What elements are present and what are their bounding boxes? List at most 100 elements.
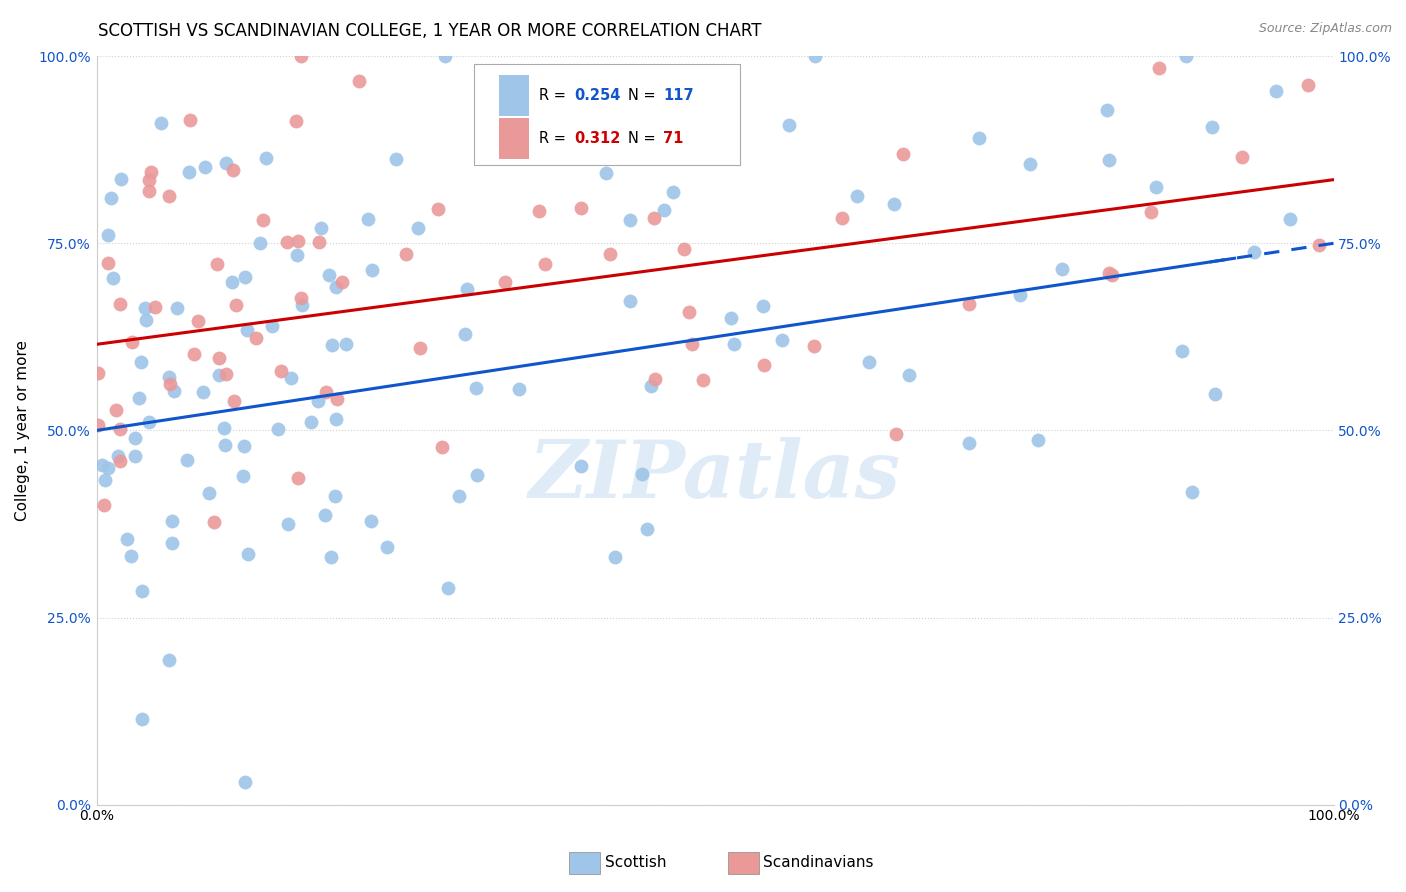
- Point: [291, 298, 314, 312]
- Point: [97, 227, 120, 242]
- Point: [221, 275, 243, 289]
- Point: [349, 74, 371, 88]
- Point: [1171, 343, 1194, 358]
- Point: [662, 185, 685, 199]
- Point: [315, 385, 337, 400]
- Text: N =: N =: [628, 87, 661, 103]
- Text: Scandinavians: Scandinavians: [763, 855, 875, 870]
- Text: 71: 71: [664, 131, 683, 145]
- Point: [236, 548, 259, 562]
- Text: N =: N =: [628, 131, 661, 145]
- Point: [138, 173, 160, 187]
- Point: [891, 147, 914, 161]
- Point: [1243, 245, 1265, 260]
- Point: [208, 351, 231, 365]
- Point: [215, 155, 238, 169]
- Point: [290, 49, 312, 63]
- Point: [311, 220, 333, 235]
- Point: [360, 263, 382, 277]
- Point: [595, 166, 617, 180]
- Point: [1279, 212, 1302, 227]
- Point: [157, 653, 180, 667]
- Point: [465, 381, 488, 395]
- Point: [494, 276, 516, 290]
- Point: [225, 298, 247, 312]
- Point: [276, 235, 298, 249]
- Point: [325, 412, 347, 426]
- Point: [449, 489, 471, 503]
- Point: [138, 184, 160, 198]
- Text: R =: R =: [540, 131, 571, 145]
- Text: SCOTTISH VS SCANDINAVIAN COLLEGE, 1 YEAR OR MORE CORRELATION CHART: SCOTTISH VS SCANDINAVIAN COLLEGE, 1 YEAR…: [98, 22, 762, 40]
- Point: [681, 336, 703, 351]
- Point: [131, 355, 153, 369]
- Point: [534, 151, 557, 165]
- Point: [222, 163, 245, 178]
- Point: [266, 422, 288, 436]
- Point: [249, 235, 271, 250]
- Point: [778, 118, 800, 132]
- Point: [285, 247, 308, 261]
- Point: [149, 115, 172, 129]
- Point: [603, 549, 626, 564]
- Text: R =: R =: [540, 87, 571, 103]
- Point: [330, 275, 353, 289]
- Point: [636, 522, 658, 536]
- Point: [506, 107, 529, 121]
- Point: [236, 323, 259, 337]
- Point: [1050, 262, 1073, 277]
- Point: [104, 403, 127, 417]
- Point: [110, 454, 132, 468]
- Point: [214, 437, 236, 451]
- Point: [770, 333, 793, 347]
- Point: [375, 540, 398, 554]
- Point: [1098, 153, 1121, 168]
- Point: [751, 299, 773, 313]
- Text: 0.312: 0.312: [574, 131, 620, 145]
- Point: [1181, 485, 1204, 500]
- Point: [160, 536, 183, 550]
- Point: [325, 280, 347, 294]
- Point: [97, 461, 120, 475]
- Point: [215, 368, 238, 382]
- Point: [477, 130, 499, 145]
- Point: [157, 370, 180, 384]
- Point: [233, 269, 256, 284]
- Point: [630, 72, 652, 87]
- Point: [1174, 49, 1197, 63]
- Point: [720, 310, 742, 325]
- Point: [1149, 61, 1171, 75]
- Point: [204, 515, 226, 529]
- Point: [752, 358, 775, 372]
- Point: [108, 297, 131, 311]
- Point: [433, 49, 456, 63]
- Point: [898, 368, 921, 382]
- Point: [1098, 266, 1121, 280]
- Point: [356, 212, 378, 227]
- Point: [280, 371, 302, 385]
- FancyBboxPatch shape: [499, 118, 530, 159]
- Point: [287, 470, 309, 484]
- Point: [101, 271, 124, 285]
- Point: [569, 458, 592, 473]
- Point: [100, 190, 122, 204]
- Point: [321, 338, 343, 352]
- Text: 0.254: 0.254: [574, 87, 620, 103]
- Point: [699, 126, 721, 140]
- Point: [571, 201, 593, 215]
- Point: [208, 368, 231, 382]
- Point: [157, 189, 180, 203]
- Point: [128, 391, 150, 405]
- Point: [87, 366, 110, 380]
- Point: [1101, 268, 1123, 282]
- Point: [408, 342, 430, 356]
- Point: [619, 212, 641, 227]
- Point: [135, 313, 157, 327]
- Point: [437, 582, 460, 596]
- Point: [803, 49, 825, 63]
- Point: [335, 336, 357, 351]
- Point: [406, 220, 429, 235]
- Point: [97, 255, 120, 269]
- Point: [287, 235, 309, 249]
- Point: [207, 257, 229, 271]
